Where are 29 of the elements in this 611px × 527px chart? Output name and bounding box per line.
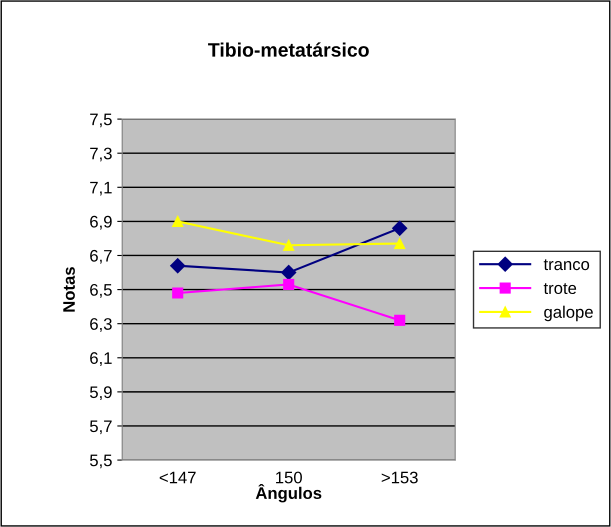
point: [394, 314, 406, 326]
point: [172, 216, 184, 227]
point: [172, 287, 184, 299]
y-tick-label: 7,3: [90, 148, 112, 162]
point: [394, 238, 406, 250]
point: [283, 240, 294, 251]
y-tick-label: 7,1: [90, 182, 112, 196]
point: [170, 258, 186, 274]
y-tick-label: 7,5: [90, 114, 112, 128]
x-tick-label: <147: [160, 472, 196, 484]
y-tick-label: 6,9: [90, 216, 112, 230]
y-tick-label: 6,5: [90, 284, 112, 298]
x-tick-label: >153: [382, 472, 418, 484]
legend-label: tranco: [544, 259, 590, 270]
y-axis-title: Notas: [63, 267, 75, 312]
y-tick-label: 6,7: [90, 250, 112, 264]
point: [283, 278, 294, 290]
y-tick-label: 6,1: [90, 352, 112, 366]
x-tick-label: 150: [276, 472, 302, 484]
y-tick-label: 5,9: [90, 386, 112, 400]
point: [281, 264, 296, 280]
legend-label: galope: [544, 306, 593, 322]
legend-label: trote: [544, 283, 576, 294]
y-tick-label: 5,7: [90, 420, 112, 434]
y-tick-label: 6,3: [90, 318, 112, 332]
x-axis-title: Ângulos: [256, 484, 322, 502]
point: [392, 220, 408, 236]
chart-title: Tibio-metatársico: [208, 42, 369, 57]
y-tick-label: 5,5: [90, 454, 112, 468]
